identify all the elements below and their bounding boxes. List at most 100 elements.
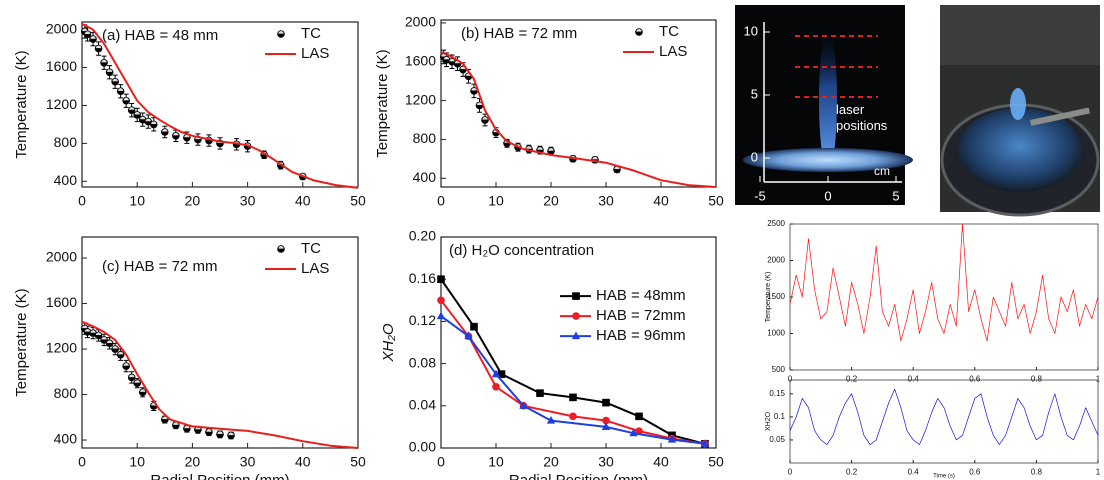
y-tick-label: 2000 — [767, 256, 785, 265]
legend-label: TC — [659, 23, 679, 40]
marker — [436, 311, 446, 320]
x-tick-label: 30 — [598, 453, 614, 469]
marker-highlight — [636, 28, 642, 32]
plot: 0 0.2 0.4 0.6 0.8 1 0.05 0.1 0.15 XH2O Time (s) — [765, 379, 1101, 480]
y-tick-label: 800 — [54, 385, 78, 401]
x-tick-label: 40 — [295, 192, 311, 208]
marker-highlight — [162, 128, 168, 132]
marker-highlight — [106, 69, 113, 72]
y-tick-label: 800 — [54, 134, 78, 150]
marker-highlight — [173, 132, 179, 136]
y-tick-label: 0.1 — [774, 412, 786, 421]
x-tick-label: 0 — [78, 453, 86, 469]
y-tick-label: 0.05 — [769, 435, 785, 444]
legend-label: HAB = 48mm — [596, 287, 686, 304]
marker-highlight — [82, 28, 88, 32]
marker-highlight — [228, 432, 234, 436]
y-tick-label: 1600 — [46, 294, 77, 310]
legend-label: HAB = 72mm — [596, 307, 686, 324]
y-tick-label: 2500 — [767, 219, 785, 228]
plot: 0 10 20 30 40 50 400 800 1200 1600 2000 Temperature… — [13, 236, 366, 480]
plot: 0 0.2 0.4 0.6 0.8 15001000150020002500Tempera… — [765, 219, 1101, 383]
marker-highlight — [592, 156, 598, 160]
x-tick-label: 1 — [1096, 374, 1101, 383]
marker-highlight — [123, 97, 129, 101]
plot-frame — [789, 379, 1099, 464]
marker — [437, 275, 445, 283]
flame-photo — [735, 5, 913, 205]
marker — [491, 369, 501, 378]
photo-unit: cm — [874, 164, 890, 178]
marker — [635, 412, 643, 421]
legend-label: TC — [301, 240, 321, 257]
y-tick-label: 1600 — [46, 58, 77, 74]
y-tick-label: 1200 — [46, 340, 77, 356]
series-line — [440, 51, 717, 188]
photo-tick-label: 0 — [824, 188, 831, 203]
marker-highlight — [206, 429, 212, 432]
y-tick-label: 500 — [772, 365, 786, 374]
marker-highlight — [145, 118, 151, 122]
marker — [536, 389, 544, 397]
x-tick-label: 50 — [708, 453, 724, 469]
marker — [497, 370, 506, 378]
marker-highlight — [101, 336, 107, 340]
y-tick-label: 1200 — [405, 91, 436, 107]
marker — [519, 401, 528, 409]
plot-frame — [81, 236, 359, 449]
marker — [572, 292, 580, 300]
photo-tick-label: -5 — [754, 188, 766, 203]
x-tick-label: 30 — [240, 453, 256, 469]
x-tick-label: 30 — [598, 192, 614, 208]
panel-label: (a) HAB = 48 mm — [102, 27, 218, 44]
y-tick-label: 400 — [54, 172, 78, 188]
marker-highlight — [217, 431, 223, 434]
marker — [569, 393, 577, 402]
plot-frame — [440, 19, 717, 188]
y-tick-label: 0.20 — [409, 228, 436, 244]
marker-highlight — [134, 111, 140, 115]
marker-highlight — [162, 416, 168, 420]
marker-highlight — [90, 36, 96, 39]
marker — [602, 416, 610, 425]
marker-highlight — [173, 422, 179, 425]
panel-label: (d) H₂O concentration — [449, 242, 594, 259]
y-tick-label: 400 — [413, 169, 437, 185]
y-tick-label: 0.08 — [409, 354, 436, 370]
y-tick-label: 2000 — [46, 249, 77, 265]
legend-label: TC — [301, 25, 321, 42]
marker-highlight — [117, 351, 124, 355]
x-axis-label: Radial Position (mm) — [150, 472, 289, 480]
x-axis-label: Radial Position (mm) — [509, 472, 648, 480]
y-axis-label: Temperature (K) — [13, 288, 30, 396]
marker — [470, 322, 478, 331]
marker — [700, 439, 710, 447]
panel-label: (b) HAB = 72 mm — [461, 25, 577, 42]
y-axis-label: XH₂O — [380, 323, 397, 363]
x-tick-label: 0.6 — [969, 467, 981, 476]
y-axis-label: Temperature (K) — [765, 272, 772, 323]
marker-highlight — [95, 45, 102, 49]
marker-highlight — [129, 374, 135, 378]
x-tick-label: 0 — [78, 192, 86, 208]
x-tick-label: 10 — [488, 453, 504, 469]
y-tick-label: 2000 — [46, 20, 77, 36]
marker — [464, 331, 473, 340]
marker — [546, 416, 556, 424]
y-tick-label: 1000 — [767, 329, 785, 338]
x-tick-label: 20 — [185, 192, 201, 208]
panel-label: (c) HAB = 72 mm — [102, 258, 217, 275]
marker-highlight — [184, 425, 190, 429]
plot-frame — [789, 223, 1099, 371]
x-tick-label: 1 — [1096, 467, 1101, 476]
marker-highlight — [117, 88, 124, 91]
marker-highlight — [526, 146, 532, 149]
y-axis-label: XH2O — [765, 411, 772, 431]
marker-highlight — [443, 56, 450, 60]
marker-highlight — [101, 59, 107, 63]
marker-highlight — [134, 380, 140, 383]
x-tick-label: 10 — [129, 192, 145, 208]
legend-label: LAS — [659, 43, 687, 60]
